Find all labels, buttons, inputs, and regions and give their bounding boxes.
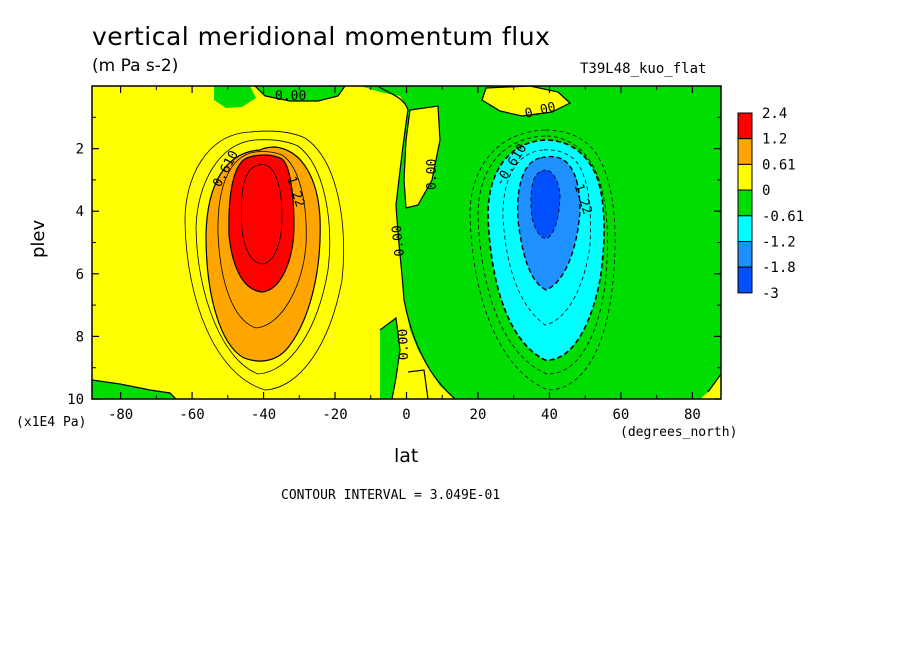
- x-tick-label: -80: [108, 407, 133, 423]
- x-tick-label: 20: [470, 407, 487, 423]
- colorbar-label: -1.2: [762, 235, 796, 251]
- contour-line: [217, 151, 307, 329]
- colorbar-swatch: [737, 189, 753, 217]
- blue-region: [530, 170, 560, 239]
- colorbar-swatch: [737, 112, 753, 140]
- y-tick-label: 8: [76, 329, 84, 345]
- contour-label: 0.00: [275, 89, 306, 104]
- contour-line: [240, 164, 283, 265]
- colorbar-swatch: [737, 163, 753, 191]
- contour-line-negative: [477, 135, 608, 375]
- contour-label: 0.00: [396, 329, 412, 361]
- x-axis-label: lat: [394, 445, 419, 467]
- contour-line-negative: [516, 155, 581, 291]
- colorbar-label: 0.61: [762, 157, 796, 173]
- yellow-island-bottom: [406, 370, 428, 399]
- y-tick-label: 10: [67, 392, 84, 408]
- chart-title: vertical meridional momentum flux: [92, 22, 551, 51]
- contour-line: [205, 146, 321, 362]
- colorbar-label: 2.4: [762, 106, 787, 122]
- yellow-island-center: [404, 106, 440, 208]
- x-axis: -80 -60 -40 -20 0 20 40 60 80: [108, 86, 701, 423]
- contour-line: [228, 154, 295, 293]
- colorbar-swatch: [737, 241, 753, 268]
- zero-contour: [407, 369, 429, 399]
- x-tick-label: -40: [251, 407, 276, 423]
- x-tick-label: 0: [402, 407, 410, 423]
- green-region-bottom-left: [92, 380, 176, 399]
- x-tick-label: 80: [684, 407, 701, 423]
- zero-contour: [403, 105, 441, 209]
- contour-label: 0.00: [390, 224, 408, 257]
- green-region-top-center: [255, 86, 345, 101]
- contour-line: [195, 139, 331, 375]
- zero-contour: [92, 379, 177, 399]
- yellow-island-right: [482, 86, 570, 116]
- colorbar-label: -3: [762, 286, 779, 302]
- colorbar-label: -0.61: [762, 209, 804, 225]
- colorbar-label: 1.2: [762, 132, 787, 148]
- colorbar-label: 0: [762, 183, 770, 199]
- zero-contour: [481, 86, 572, 117]
- green-region-top-left: [214, 86, 256, 108]
- colorbar-swatch: [737, 266, 753, 294]
- x-tick-label: 40: [541, 407, 558, 423]
- zero-contour: [707, 373, 721, 393]
- contour-line: [184, 130, 345, 391]
- contour-line-negative: [469, 129, 616, 391]
- zero-contour: [377, 86, 456, 399]
- contour-label: 0.00: [425, 159, 440, 190]
- y-tick-label: 2: [76, 142, 84, 158]
- colorbar-swatch: [737, 215, 753, 243]
- colorbar-label: -1.8: [762, 260, 796, 276]
- x-tick-label: 60: [613, 407, 630, 423]
- run-label: T39L48_kuo_flat: [580, 61, 707, 77]
- y-axis-unit: (x1E4 Pa): [16, 415, 87, 430]
- y-tick-label: 6: [76, 267, 84, 283]
- contour-line-negative: [502, 149, 591, 326]
- x-axis-unit: (degrees_north): [620, 425, 738, 440]
- x-tick-label: -20: [322, 407, 347, 423]
- colorbar-swatch: [737, 138, 753, 165]
- chart-units: (m Pa s-2): [92, 56, 179, 76]
- red-region: [228, 154, 294, 292]
- x-tick-label: -60: [179, 407, 204, 423]
- zero-contour: [379, 316, 401, 399]
- y-tick-label: 4: [76, 204, 84, 220]
- zero-contour: [254, 86, 346, 102]
- contour-interval-note: CONTOUR INTERVAL = 3.049E-01: [281, 488, 501, 503]
- colorbar: 2.4 1.2 0.61 0 -0.61 -1.2 -1.8 -3: [737, 106, 804, 302]
- contour-label: 0.00: [523, 100, 557, 122]
- y-axis: 2 4 6 8 10: [67, 116, 721, 408]
- green-region-bottom-center: [380, 318, 400, 399]
